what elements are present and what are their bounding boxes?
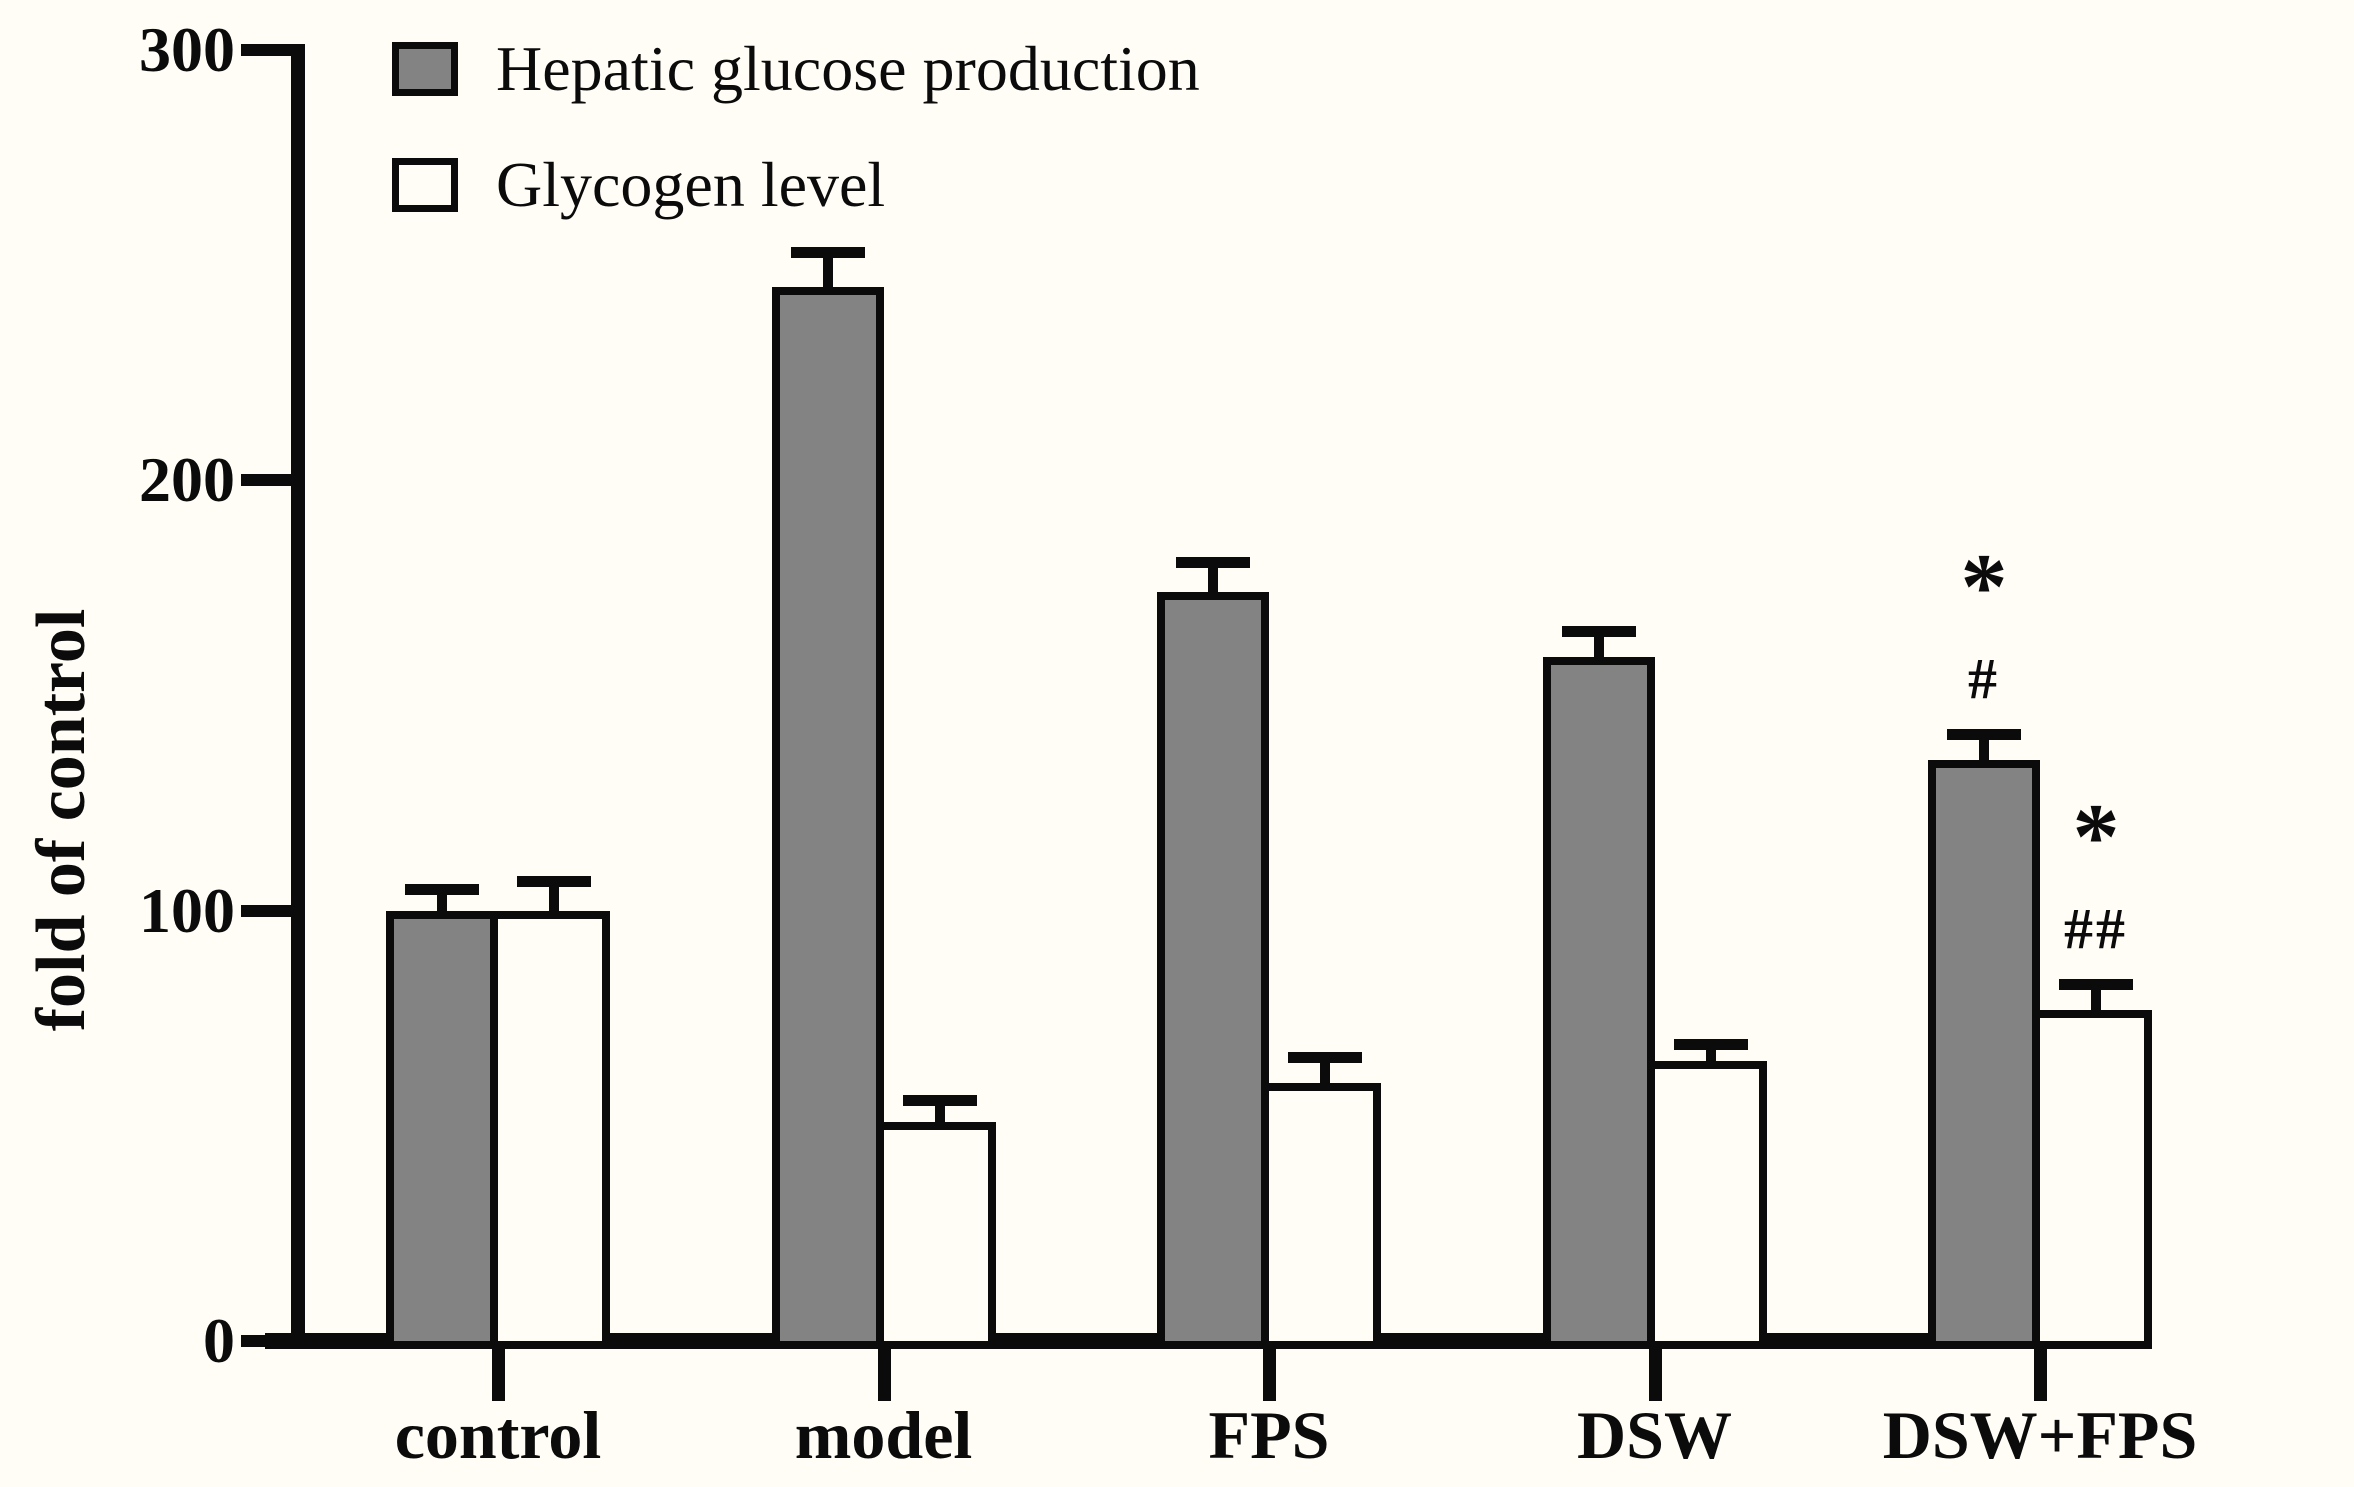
legend-item-hepatic-glucose: Hepatic glucose production: [392, 32, 1200, 106]
significance-hash: #: [1968, 646, 2000, 712]
error-cap: [1561, 626, 1636, 637]
y-tick-label: 200: [139, 444, 235, 516]
x-tick-label-dsw+fps: DSW+FPS: [1882, 1397, 2198, 1473]
error-cap: [517, 875, 591, 887]
legend-label-hepatic-glucose: Hepatic glucose production: [496, 33, 1200, 104]
error-whisker: [2091, 983, 2101, 1020]
x-tick-label-control: control: [394, 1397, 602, 1473]
x-tick: [492, 1349, 505, 1401]
bar-glycogen-fps: [1261, 1082, 1381, 1349]
x-tick: [1263, 1349, 1276, 1401]
bar-hepatic-dsw+fps: [1928, 760, 2040, 1349]
legend-label-glycogen-level: Glycogen level: [496, 149, 886, 220]
error-cap: [2059, 978, 2133, 990]
significance-hash: ##: [2064, 895, 2128, 961]
y-tick-label: 100: [139, 874, 235, 946]
bar-hepatic-model: [771, 286, 884, 1349]
y-axis-title: fold of control: [23, 608, 100, 1032]
y-tick: [241, 474, 291, 487]
x-tick-label-model: model: [794, 1397, 973, 1473]
error-cap: [1288, 1052, 1362, 1063]
bar-hepatic-fps: [1157, 592, 1269, 1349]
error-cap: [902, 1095, 977, 1107]
error-whisker: [1208, 562, 1218, 603]
legend-swatch-glycogen-level: [392, 158, 458, 212]
x-tick-label-dsw: DSW: [1577, 1397, 1732, 1473]
error-cap: [1176, 557, 1250, 569]
error-whisker: [437, 889, 447, 921]
y-tick-label: 300: [139, 14, 235, 86]
bar-hepatic-control: [386, 910, 498, 1349]
bar-glycogen-dsw: [1646, 1061, 1767, 1349]
error-cap: [1947, 729, 2021, 741]
legend-item-glycogen-level: Glycogen level: [392, 148, 885, 222]
error-whisker: [1705, 1044, 1716, 1072]
significance-star: *: [1960, 535, 2008, 640]
x-tick: [2034, 1349, 2047, 1401]
x-tick: [877, 1349, 891, 1401]
y-axis-line: [291, 44, 305, 1349]
x-tick: [1648, 1349, 1662, 1401]
x-tick-label-fps: FPS: [1208, 1397, 1330, 1473]
error-cap: [405, 884, 479, 896]
error-whisker: [934, 1100, 945, 1132]
y-tick: [241, 904, 291, 917]
error-whisker: [1320, 1057, 1330, 1093]
y-tick: [241, 1335, 291, 1347]
bar-hepatic-dsw: [1542, 656, 1655, 1349]
significance-star: *: [2072, 784, 2120, 889]
error-whisker: [1979, 734, 1989, 771]
bar-glycogen-dsw+fps: [2032, 1009, 2152, 1349]
y-tick: [241, 44, 291, 57]
error-cap: [1673, 1039, 1748, 1051]
error-whisker: [1593, 631, 1604, 667]
bar-glycogen-model: [875, 1121, 996, 1349]
bar-glycogen-control: [490, 910, 610, 1349]
error-whisker: [822, 252, 833, 297]
y-tick-label: 0: [203, 1305, 235, 1376]
error-cap: [790, 247, 865, 259]
error-whisker: [549, 880, 559, 921]
legend-swatch-hepatic-glucose: [392, 42, 458, 96]
